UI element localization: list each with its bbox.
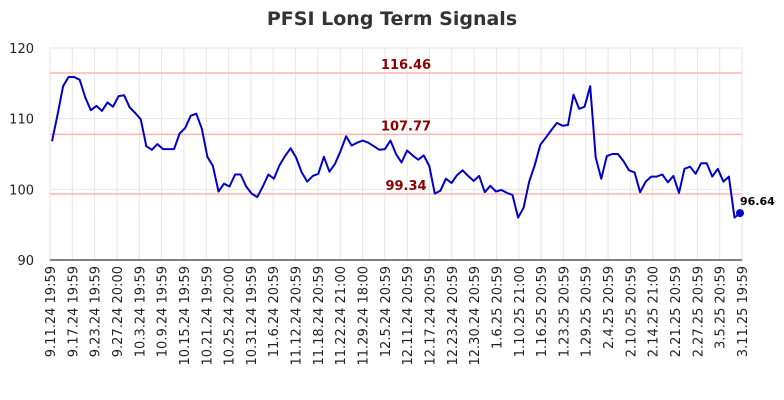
x-tick-label: 2.21.25 20:59 [669,266,684,357]
level-label: 99.34 [385,179,426,194]
x-tick-label: 11.29.24 18:00 [357,266,372,366]
y-tick-label: 100 [9,183,34,198]
x-tick-label: 10.9.24 19:59 [156,266,171,357]
x-tick-label: 11.18.24 20:59 [312,266,327,366]
price-line [51,76,741,219]
series-group: 96.64 [51,76,775,219]
level-label: 116.46 [381,58,431,73]
x-tick-label: 10.31.24 19:59 [245,266,260,366]
x-tick-label: 2.14.25 21:00 [647,266,662,357]
x-tick-label: 3.5.25 20:59 [714,266,729,349]
x-tick-label: 11.12.24 20:59 [290,266,305,366]
y-tick-label: 110 [9,113,34,128]
x-tick-label: 9.27.24 20:00 [111,266,126,357]
x-tick-label: 12.23.24 20:59 [446,266,461,366]
x-tick-label: 2.10.25 20:59 [624,266,639,357]
x-tick-label: 1.16.25 20:59 [535,266,550,357]
x-tick-label: 12.11.24 20:59 [401,266,416,366]
signal-levels: 116.46 107.77 99.34 [50,58,742,195]
x-tick-label: 3.11.25 19:59 [736,266,751,357]
x-tick-label: 10.21.24 19:59 [200,266,215,366]
x-tick-label: 1.29.25 20:59 [580,266,595,357]
x-tick-label: 2.4.25 20:59 [602,266,617,349]
y-tick-label: 120 [9,42,34,57]
x-tick-label: 10.15.24 19:59 [178,266,193,366]
x-tick-label: 12.5.24 20:59 [379,266,394,357]
x-tick-label: 12.30.24 20:59 [468,266,483,366]
y-tick-label: 90 [17,254,34,269]
y-axis: 90 100 110 120 [9,42,34,269]
x-tick-label: 1.10.25 21:00 [513,266,528,357]
x-tick-label: 10.25.24 20:00 [223,266,238,366]
level-label: 107.77 [381,119,431,134]
x-tick-label: 1.6.25 20:59 [490,266,505,349]
x-tick-label: 10.3.24 19:59 [133,266,148,357]
x-tick-label: 11.6.24 20:59 [267,266,282,357]
x-tick-label: 2.27.25 20:59 [691,266,706,357]
x-tick-label: 9.11.24 19:59 [44,266,59,357]
x-tick-label: 11.22.24 21:00 [334,266,349,366]
x-tick-label: 12.17.24 20:59 [423,266,438,366]
x-tick-label: 1.23.25 20:59 [557,266,572,357]
chart-title: PFSI Long Term Signals [267,8,517,30]
x-tick-label: 9.17.24 19:59 [66,266,81,357]
x-tick-label: 9.23.24 19:59 [89,266,104,357]
last-point-marker [736,209,744,218]
x-axis: 9.11.24 19:59 9.17.24 19:59 9.23.24 19:59 9… [44,259,751,366]
last-value-label: 96.64 [740,195,775,208]
